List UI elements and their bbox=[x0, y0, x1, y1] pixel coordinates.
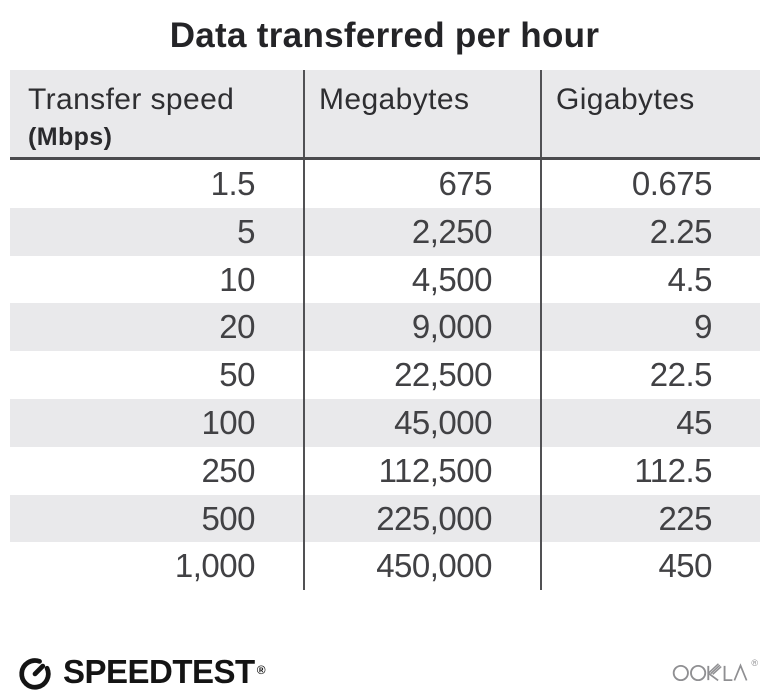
table-row: 5 2,250 2.25 bbox=[10, 207, 760, 256]
ookla-logo: ® bbox=[672, 658, 758, 687]
cell-transfer-speed: 1.5 bbox=[210, 165, 256, 202]
cell-megabytes: 450,000 bbox=[303, 542, 540, 591]
header-gigabytes-label: Gigabytes bbox=[556, 83, 695, 116]
cell-gigabytes: 45 bbox=[540, 398, 760, 447]
cell-transfer-speed: 5 bbox=[237, 212, 255, 250]
cell-gigabytes: 0.675 bbox=[540, 160, 760, 208]
speedtest-registered-mark: ® bbox=[256, 663, 266, 677]
cell-gigabytes: 112.5 bbox=[540, 446, 760, 495]
table-row: 10 4,500 4.5 bbox=[10, 255, 760, 304]
cell-megabytes: 45,000 bbox=[303, 398, 540, 447]
ookla-registered-mark: ® bbox=[751, 658, 758, 668]
cell-transfer-speed: 1,000 bbox=[174, 547, 256, 585]
cell-gigabytes: 4.5 bbox=[540, 255, 760, 304]
cell-megabytes: 22,500 bbox=[303, 351, 540, 399]
speedtest-gauge-icon bbox=[19, 658, 51, 690]
cell-megabytes: 9,000 bbox=[303, 303, 540, 352]
speedtest-wordmark: SPEEDTEST bbox=[63, 653, 255, 690]
table-row: 1.5 675 0.675 bbox=[10, 160, 760, 208]
cell-megabytes: 2,250 bbox=[303, 207, 540, 256]
table-header-row: Transfer speed (Mbps) Megabytes Gigabyte… bbox=[10, 70, 760, 160]
header-transfer-speed-unit: (Mbps) bbox=[28, 123, 113, 151]
cell-gigabytes: 225 bbox=[540, 494, 760, 543]
table-row: 50 22,500 22.5 bbox=[10, 351, 760, 399]
cell-megabytes: 675 bbox=[303, 160, 540, 208]
speedtest-logo: SPEEDTEST ® bbox=[16, 652, 266, 692]
table-row: 250 112,500 112.5 bbox=[10, 446, 760, 495]
cell-gigabytes: 22.5 bbox=[540, 351, 760, 399]
header-megabytes-label: Megabytes bbox=[319, 83, 470, 116]
cell-transfer-speed: 50 bbox=[219, 356, 255, 394]
cell-transfer-speed: 100 bbox=[201, 403, 255, 441]
cell-gigabytes: 9 bbox=[540, 303, 760, 352]
table-row: 500 225,000 225 bbox=[10, 494, 760, 543]
cell-transfer-speed: 250 bbox=[201, 451, 255, 489]
table-row: 1,000 450,000 450 bbox=[10, 542, 760, 591]
page-title: Data transferred per hour bbox=[169, 16, 600, 55]
cell-megabytes: 225,000 bbox=[303, 494, 540, 543]
cell-gigabytes: 2.25 bbox=[540, 207, 760, 256]
header-megabytes: Megabytes bbox=[303, 70, 540, 157]
header-transfer-speed-label: Transfer speed bbox=[28, 83, 235, 116]
cell-megabytes: 4,500 bbox=[303, 255, 540, 304]
cell-transfer-speed: 10 bbox=[219, 260, 255, 298]
cell-transfer-speed: 20 bbox=[219, 308, 255, 346]
table-row: 100 45,000 45 bbox=[10, 398, 760, 447]
cell-gigabytes: 450 bbox=[540, 542, 760, 591]
ookla-wordmark-icon bbox=[673, 663, 748, 682]
table-body: 1.5 675 0.675 5 2,250 2.25 10 4,500 4.5 … bbox=[10, 160, 760, 591]
header-gigabytes: Gigabytes bbox=[540, 70, 760, 157]
cell-transfer-speed: 500 bbox=[201, 499, 255, 537]
header-transfer-speed: Transfer speed (Mbps) bbox=[10, 70, 303, 157]
cell-megabytes: 112,500 bbox=[303, 446, 540, 495]
data-table: Transfer speed (Mbps) Megabytes Gigabyte… bbox=[10, 70, 760, 591]
table-row: 20 9,000 9 bbox=[10, 303, 760, 352]
